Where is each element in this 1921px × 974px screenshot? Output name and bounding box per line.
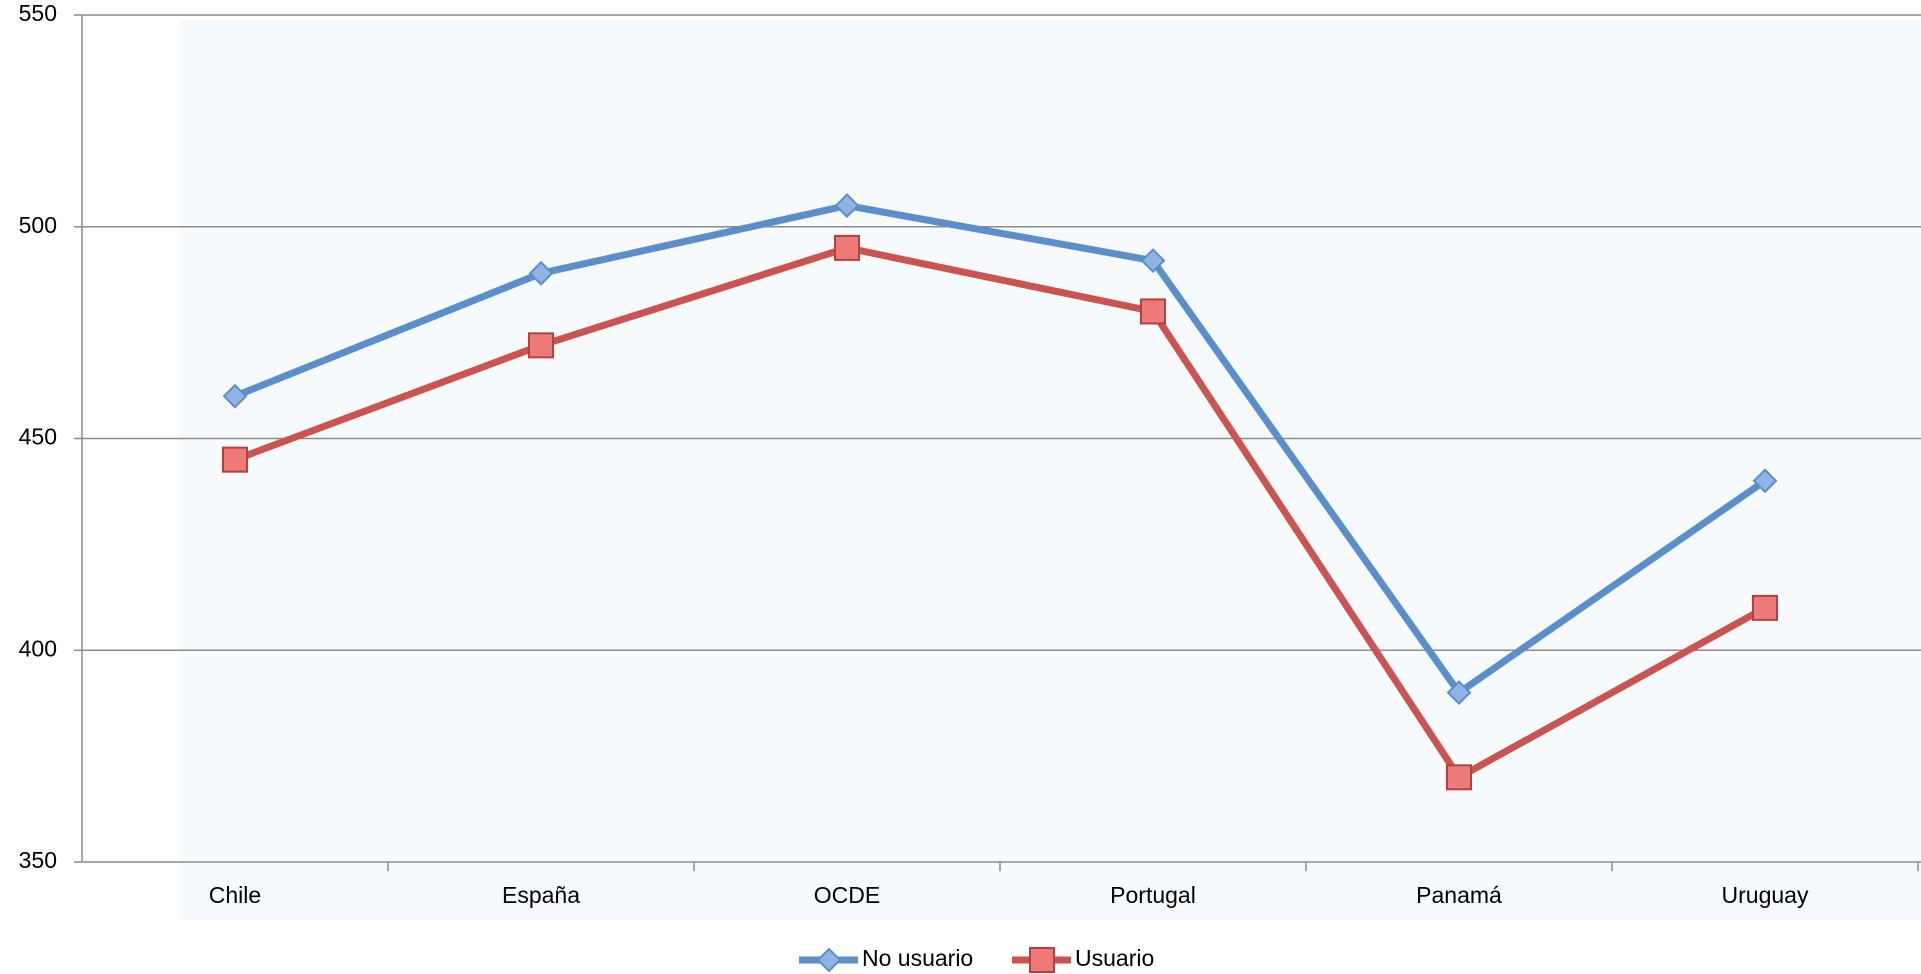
x-tick-label: Uruguay [1722, 882, 1809, 908]
y-tick-label: 400 [19, 635, 57, 661]
y-tick-label: 350 [19, 847, 57, 873]
y-tick-label: 500 [19, 212, 57, 238]
x-tick-label: Chile [209, 882, 261, 908]
square-marker [1446, 764, 1472, 791]
x-tick-label: Portugal [1110, 882, 1196, 908]
square-marker [1029, 947, 1055, 973]
background-watermark [180, 20, 1921, 920]
diamond-marker [222, 383, 248, 409]
square-marker [834, 234, 860, 261]
diamond-marker [1140, 248, 1166, 274]
y-tick-label: 550 [19, 0, 57, 26]
square-marker [1140, 298, 1166, 325]
x-tick-label: España [502, 882, 580, 908]
square-marker [222, 446, 248, 473]
diamond-marker [1752, 468, 1778, 494]
diamond-marker [1446, 680, 1472, 706]
legend-label: No usuario [862, 945, 973, 971]
x-tick-label: Panamá [1416, 882, 1502, 908]
diamond-marker [528, 260, 554, 286]
y-tick-label: 450 [19, 424, 57, 450]
square-marker [528, 332, 554, 359]
diamond-marker [816, 947, 842, 973]
legend-label: Usuario [1075, 945, 1154, 971]
diamond-marker [834, 193, 860, 218]
x-tick-label: OCDE [814, 882, 880, 908]
square-marker [1752, 594, 1778, 621]
series-line [233, 202, 1767, 697]
series-line [233, 244, 1767, 781]
